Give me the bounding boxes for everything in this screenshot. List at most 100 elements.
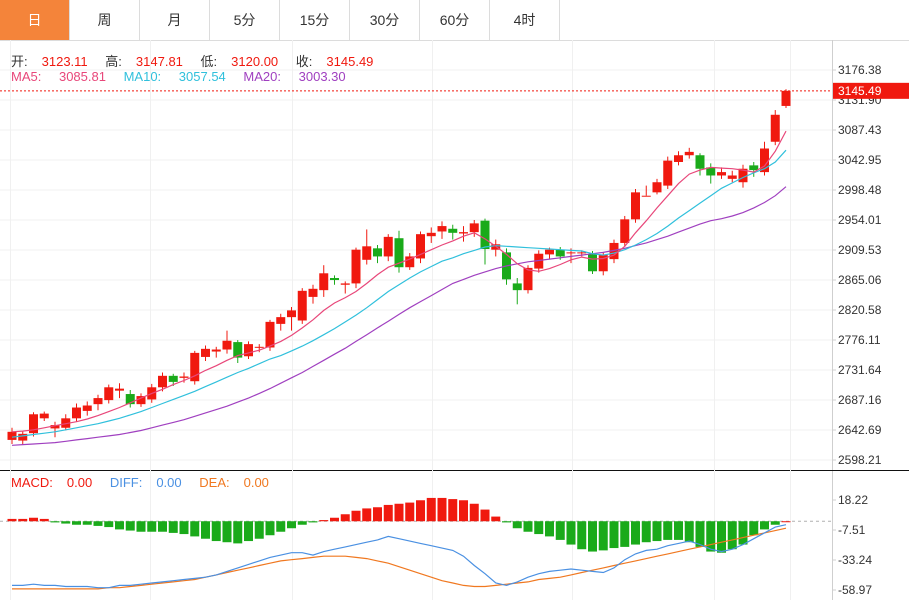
macd-bar-50 xyxy=(545,521,554,537)
macd-bar-59 xyxy=(641,521,651,543)
candle-body-72 xyxy=(781,90,791,106)
macd-bar-7 xyxy=(82,521,92,525)
candle-body-8 xyxy=(93,398,103,405)
y-tick-label-3: 3042.95 xyxy=(838,153,882,167)
macd-bar-16 xyxy=(179,521,189,535)
macd-bar-55 xyxy=(598,521,608,551)
y-tick-label-8: 2820.58 xyxy=(838,303,882,317)
macd-bar-72 xyxy=(781,521,791,523)
candle-body-66 xyxy=(717,172,726,176)
macd-bar-5 xyxy=(61,521,71,524)
macd-bar-45 xyxy=(491,516,501,522)
candle-body-21 xyxy=(233,342,243,358)
candle-body-33 xyxy=(362,246,372,260)
macd-label: MACD: xyxy=(11,475,53,490)
close-label: 收: xyxy=(295,54,313,69)
macd-bar-32 xyxy=(351,510,361,522)
candle-body-25 xyxy=(276,317,286,324)
candle-body-34 xyxy=(373,248,382,257)
y-tick-label-13: 2598.21 xyxy=(838,453,882,467)
candle-body-70 xyxy=(760,148,769,173)
macd-bar-6 xyxy=(72,521,81,525)
macd-bar-3 xyxy=(39,518,49,522)
tab-6[interactable]: 60分 xyxy=(420,0,490,40)
tab-3[interactable]: 5分 xyxy=(210,0,280,40)
macd-bar-0 xyxy=(7,518,17,522)
ma-info-row: MA5: 3085.81 MA10: 3057.54 MA20: 3003.30 xyxy=(11,69,360,84)
macd-bar-51 xyxy=(555,521,565,540)
dea-line xyxy=(12,527,787,590)
macd-bar-62 xyxy=(674,521,683,540)
candle-body-26 xyxy=(287,310,296,318)
macd-bar-14 xyxy=(158,521,167,532)
candle-body-43 xyxy=(469,223,479,233)
macd-bar-33 xyxy=(362,508,372,522)
tab-7[interactable]: 4时 xyxy=(490,0,560,40)
candle-body-5 xyxy=(61,418,71,428)
last-price-tag xyxy=(833,82,909,99)
y-tick-label-2: 3087.43 xyxy=(838,123,882,137)
macd-bar-28 xyxy=(308,521,318,523)
macd-bar-21 xyxy=(233,521,243,544)
macd-bar-10 xyxy=(115,521,124,530)
diff-label: DIFF: xyxy=(109,475,143,490)
candle-body-47 xyxy=(512,283,522,291)
macd-bar-17 xyxy=(190,521,200,537)
candle-body-71 xyxy=(770,114,780,142)
candle-body-39 xyxy=(426,232,436,237)
ma20-value: 3003.30 xyxy=(298,69,346,84)
tab-0[interactable]: 日 xyxy=(0,0,70,40)
candle-body-23 xyxy=(254,346,264,348)
ma5-line xyxy=(11,130,787,433)
candle-body-60 xyxy=(652,182,662,193)
candle-body-28 xyxy=(308,288,318,297)
diff-line xyxy=(12,524,787,589)
macd-bar-15 xyxy=(168,521,178,533)
candle-body-56 xyxy=(609,242,619,260)
macd-bar-27 xyxy=(297,521,307,525)
macd-bar-63 xyxy=(684,521,694,543)
candle-body-50 xyxy=(545,249,554,255)
macd-y-tick-label-3: -58.97 xyxy=(838,583,872,597)
candle-body-59 xyxy=(641,195,651,197)
ma5-value: 3085.81 xyxy=(58,69,106,84)
candle-body-63 xyxy=(684,151,694,156)
ma10-label: MA10: xyxy=(123,69,162,84)
candle-body-18 xyxy=(201,348,210,357)
candle-body-27 xyxy=(297,290,307,321)
macd-bar-71 xyxy=(770,521,780,525)
tab-2[interactable]: 月 xyxy=(140,0,210,40)
y-tick-label-10: 2731.64 xyxy=(838,363,882,377)
kline-chart[interactable]: 3176.383131.903087.433042.952998.482954.… xyxy=(0,40,909,600)
macd-bar-30 xyxy=(330,517,339,522)
macd-bar-38 xyxy=(416,500,425,522)
candle-body-10 xyxy=(115,388,124,391)
macd-bar-13 xyxy=(147,521,157,532)
candle-body-40 xyxy=(437,226,447,232)
candle-body-19 xyxy=(211,349,221,352)
macd-bar-49 xyxy=(534,521,544,535)
candle-body-42 xyxy=(459,232,468,234)
open-value: 3123.11 xyxy=(41,54,88,69)
candle-body-22 xyxy=(244,344,253,357)
tab-4[interactable]: 15分 xyxy=(280,0,350,40)
tab-5[interactable]: 30分 xyxy=(350,0,420,40)
macd-y-tick-label-0: 18.22 xyxy=(838,493,868,507)
macd-bar-19 xyxy=(211,521,221,542)
candle-body-30 xyxy=(330,278,339,281)
macd-value: 0.00 xyxy=(66,475,93,490)
candle-body-68 xyxy=(738,168,748,183)
candle-body-51 xyxy=(555,249,565,257)
macd-bar-37 xyxy=(405,502,415,522)
candle-body-31 xyxy=(340,283,350,285)
tab-1[interactable]: 周 xyxy=(70,0,140,40)
macd-bar-36 xyxy=(394,503,404,522)
macd-bar-44 xyxy=(480,509,490,522)
macd-bar-20 xyxy=(222,521,232,543)
y-tick-label-9: 2776.11 xyxy=(838,333,881,347)
dea-value: 0.00 xyxy=(243,475,269,490)
macd-bar-56 xyxy=(609,521,619,549)
candle-body-14 xyxy=(158,375,167,388)
candle-body-58 xyxy=(631,192,640,220)
macd-bar-57 xyxy=(620,521,630,547)
